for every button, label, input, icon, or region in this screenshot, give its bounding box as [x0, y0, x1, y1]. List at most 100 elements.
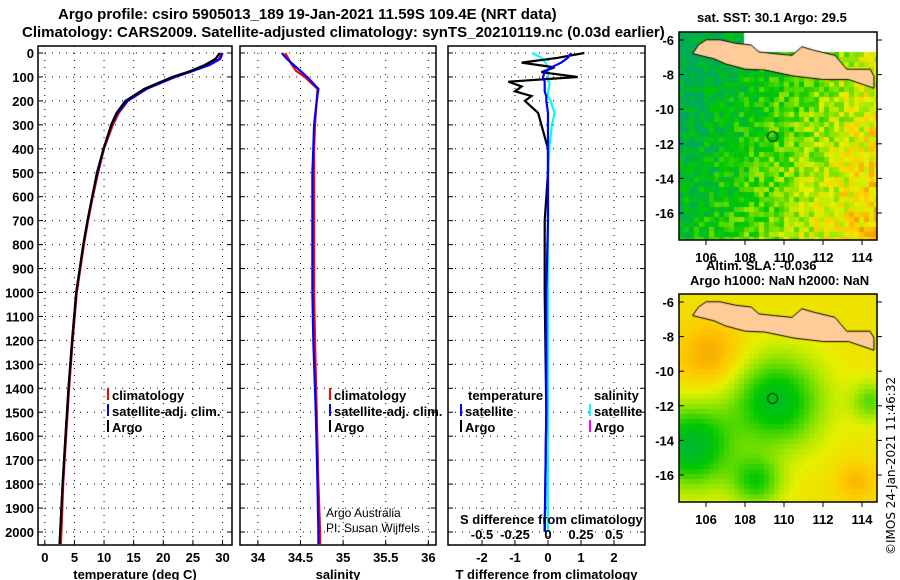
legend-label: Argo — [465, 420, 495, 435]
map-y-tick-label: -12 — [655, 399, 674, 414]
map-x-tick-label: 114 — [852, 250, 874, 265]
map-x-tick-label: 112 — [813, 512, 834, 527]
legend-title-salinity: salinity — [594, 388, 640, 403]
map-frame — [678, 31, 878, 241]
x-tick-label: -2 — [476, 550, 488, 565]
t-satellite-diff-line — [541, 52, 573, 533]
map-x-tick-label: 110 — [774, 250, 795, 265]
sst-map — [679, 32, 877, 240]
x-tick-label: 15 — [126, 550, 140, 565]
map-y-tick-label: -14 — [655, 433, 675, 448]
y-tick-label: 2000 — [5, 525, 34, 540]
panel-salinity: 34 34.5 35 35.5 36 salinity climatologysatelli… — [239, 45, 442, 580]
map-x-tick-label: 114 — [852, 512, 874, 527]
plot-frame — [37, 45, 233, 546]
s-diff-tick-label: 0.25 — [568, 527, 593, 542]
map-x-tick-label: 106 — [695, 512, 717, 527]
panel-difference: -2 -1 0 1 2 T difference from climatology temp… — [447, 45, 646, 580]
y-tick-label: 1300 — [5, 357, 34, 372]
t-argo-diff-line — [508, 51, 585, 533]
y-tick-label: 100 — [12, 70, 34, 85]
legend-label: climatology — [334, 388, 407, 403]
map-y-tick-label: -8 — [662, 68, 674, 83]
y-tick-label: 500 — [12, 166, 34, 181]
y-tick-label: 200 — [12, 94, 34, 109]
y-tick-label: 600 — [12, 190, 34, 205]
series-satellite-adj-clim--line — [280, 52, 320, 544]
y-tick-label: 1400 — [5, 381, 34, 396]
x-tick-label: 36 — [421, 550, 435, 565]
x-tick-label: 25 — [186, 550, 200, 565]
map-x-tick-label: 110 — [774, 512, 795, 527]
x-tick-label: 34.5 — [288, 550, 313, 565]
legend-label: Argo — [334, 420, 364, 435]
sla-map-title: Altim. SLA: -0.036 — [706, 258, 817, 273]
legend-title-temperature: temperature — [468, 388, 543, 403]
y-tick-label: 1600 — [5, 429, 34, 444]
y-tick-label: 300 — [12, 118, 34, 133]
map-x-tick-label: 112 — [813, 250, 834, 265]
x-tick-label: 0 — [41, 550, 48, 565]
map-y-tick-label: -6 — [662, 33, 674, 48]
panel-temperature: 0100200300400500600700800900100011001200… — [5, 45, 233, 580]
legend-label: satellite-adj. clim. — [112, 404, 220, 419]
legend-label: Argo — [594, 420, 624, 435]
plot-frame — [239, 45, 437, 546]
map-y-tick-label: -8 — [662, 330, 674, 345]
legend-label: satellite — [465, 404, 513, 419]
legend-label: satellite — [594, 404, 642, 419]
y-tick-label: 1700 — [5, 453, 34, 468]
credit-text: PI: Susan Wijffels — [326, 521, 420, 535]
credit-text: Argo Australia — [326, 506, 401, 520]
x-axis-label: temperature (deg C) — [73, 567, 197, 580]
s-diff-tick-label: 0 — [544, 527, 551, 542]
figure-title: Argo profile: csiro 5905013_189 19-Jan-2… — [58, 6, 557, 23]
map-y-tick-label: -14 — [655, 171, 675, 186]
map-y-tick-label: -10 — [655, 102, 674, 117]
x-tick-label: -1 — [509, 550, 521, 565]
sla-map-subtitle: Argo h1000: NaN h2000: NaN — [690, 273, 870, 288]
y-tick-label: 1100 — [6, 309, 34, 324]
y-tick-label: 400 — [12, 142, 34, 157]
legend-label: Argo — [112, 420, 142, 435]
x-tick-label: 35.5 — [373, 550, 398, 565]
x-tick-label: 0 — [544, 550, 551, 565]
map-x-tick-label: 108 — [734, 512, 756, 527]
x-tick-label: 2 — [610, 550, 617, 565]
x-tick-label: 30 — [215, 550, 229, 565]
sst-map-title: sat. SST: 30.1 Argo: 29.5 — [697, 10, 847, 25]
y-tick-label: 800 — [12, 238, 34, 253]
legend-label: satellite-adj. clim. — [334, 404, 442, 419]
s-diff-tick-label: -0.25 — [500, 527, 530, 542]
y-tick-label: 1800 — [5, 477, 34, 492]
x-tick-label: 10 — [97, 550, 111, 565]
sla-map — [679, 294, 877, 502]
y-tick-label: 900 — [12, 262, 34, 277]
x-tick-label: 1 — [577, 550, 584, 565]
s-diff-tick-label: -0.5 — [471, 527, 493, 542]
x-axis-label: salinity — [316, 567, 362, 580]
map-y-tick-label: -10 — [655, 364, 674, 379]
y-tick-label: 700 — [12, 214, 34, 229]
legend-label: climatology — [112, 388, 185, 403]
y-tick-label: 1500 — [5, 405, 34, 420]
series-Argo-line — [58, 52, 221, 545]
y-tick-label: 1900 — [5, 501, 34, 516]
y-tick-label: 1000 — [5, 286, 34, 301]
x-tick-label: 5 — [71, 550, 78, 565]
map-y-tick-label: -6 — [662, 295, 674, 310]
map-x-tick-label: 108 — [734, 250, 756, 265]
x-tick-label: 20 — [156, 550, 170, 565]
map-y-tick-label: -12 — [655, 137, 674, 152]
plot-frame — [447, 45, 646, 546]
map-frame — [678, 293, 878, 503]
s-diff-axis-label: S difference from climatology — [460, 512, 644, 527]
s-diff-tick-label: 0.5 — [605, 527, 623, 542]
x-axis-label: T difference from climatology — [455, 567, 638, 580]
map-x-tick-label: 106 — [695, 250, 717, 265]
copyright-stamp: ©IMOS 24-Jan-2021 11:46:32 — [884, 376, 898, 555]
x-tick-label: 34 — [251, 550, 266, 565]
